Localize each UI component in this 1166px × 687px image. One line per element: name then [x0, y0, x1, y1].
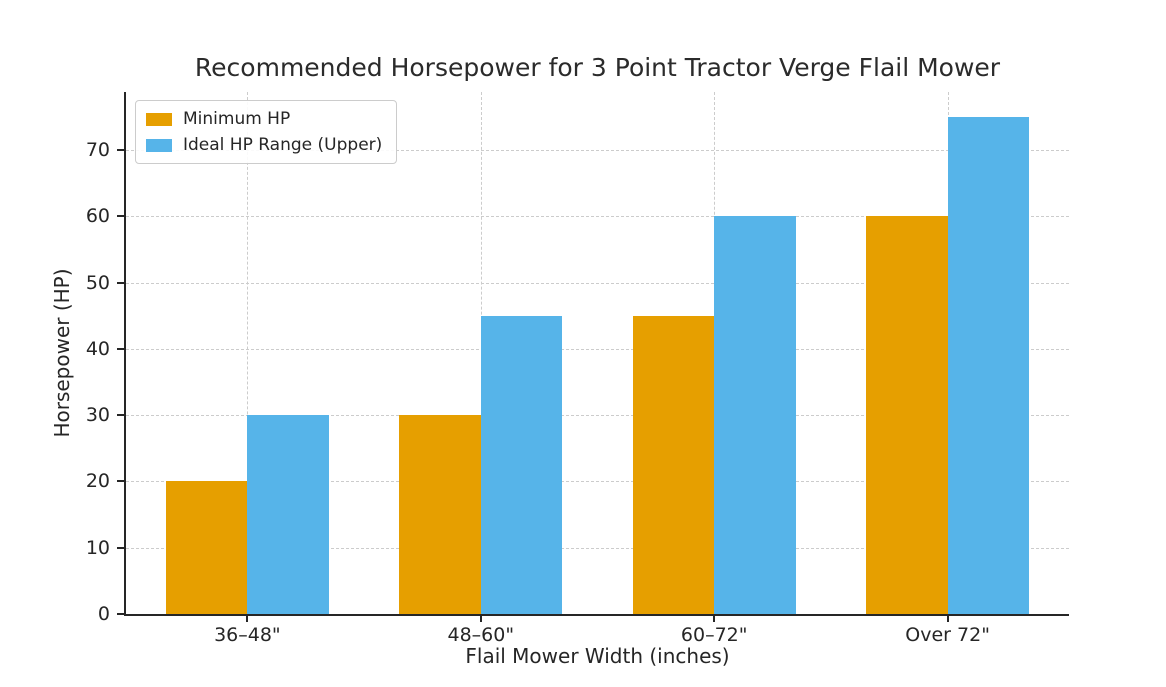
h-gridline	[126, 547, 1069, 549]
y-tick-label: 30	[85, 404, 110, 427]
y-tick-label: 70	[85, 139, 110, 161]
y-tick-mark	[117, 414, 125, 417]
y-axis-spine	[124, 92, 126, 616]
legend-label-minimum-hp: Minimum HP	[183, 109, 291, 129]
y-tick-mark	[117, 215, 125, 218]
legend-label-ideal-hp-range-upper: Ideal HP Range (Upper)	[183, 135, 383, 155]
legend-item-ideal-hp-range-upper: Ideal HP Range (Upper)	[146, 136, 382, 154]
x-tick-mark	[713, 614, 716, 622]
y-tick-label: 0	[97, 603, 110, 625]
x-tick-label: 36–48"	[214, 624, 281, 646]
y-tick-mark	[117, 281, 125, 284]
x-tick-mark	[946, 614, 949, 622]
bar-minimum-hp-48-60	[399, 415, 481, 614]
y-tick-label: 20	[85, 470, 110, 493]
legend: Minimum HP Ideal HP Range (Upper)	[135, 100, 398, 164]
v-gridline	[247, 92, 249, 614]
bar-ideal-hp-range-upper-48-60	[480, 315, 563, 614]
x-tick-label: 60–72"	[680, 624, 748, 646]
legend-swatch-minimum-hp	[146, 112, 172, 126]
x-tick-mark	[479, 614, 482, 622]
chart-title: Recommended Horsepower for 3 Point Tract…	[194, 53, 1001, 82]
y-tick-label: 10	[85, 536, 110, 559]
h-gridline	[126, 216, 1069, 218]
h-gridline	[126, 150, 1069, 151]
x-tick-label: Over 72"	[905, 624, 990, 646]
h-gridline	[126, 481, 1069, 483]
bar-ideal-hp-range-upper-60-72	[714, 216, 796, 614]
legend-item-minimum-hp: Minimum HP	[146, 110, 382, 128]
bar-minimum-hp-36-48	[165, 481, 248, 614]
h-gridline	[126, 415, 1069, 417]
y-tick-mark	[117, 613, 125, 615]
h-gridline	[126, 348, 1069, 350]
x-tick-label: 48–60"	[447, 624, 515, 646]
y-tick-mark	[117, 347, 125, 350]
bar-ideal-hp-range-upper-36-48	[247, 415, 330, 614]
y-tick-mark	[117, 149, 125, 151]
legend-swatch-ideal-hp-range-upper	[146, 138, 172, 152]
x-axis-spine	[124, 614, 1069, 616]
y-tick-label: 40	[85, 337, 110, 360]
y-tick-mark	[117, 546, 125, 549]
y-tick-label: 60	[85, 205, 110, 228]
bar-minimum-hp-60-72	[632, 315, 715, 614]
x-axis-label: Flail Mower Width (inches)	[465, 644, 730, 668]
y-tick-label: 50	[85, 271, 110, 294]
bar-ideal-hp-range-upper-over-72	[947, 116, 1030, 614]
plot-area: Minimum HP Ideal HP Range (Upper) 0 10 20 3…	[86, 92, 1069, 646]
h-gridline	[126, 282, 1069, 284]
x-tick-mark	[246, 614, 249, 622]
y-tick-mark	[117, 480, 125, 483]
bar-minimum-hp-over-72	[865, 216, 948, 614]
